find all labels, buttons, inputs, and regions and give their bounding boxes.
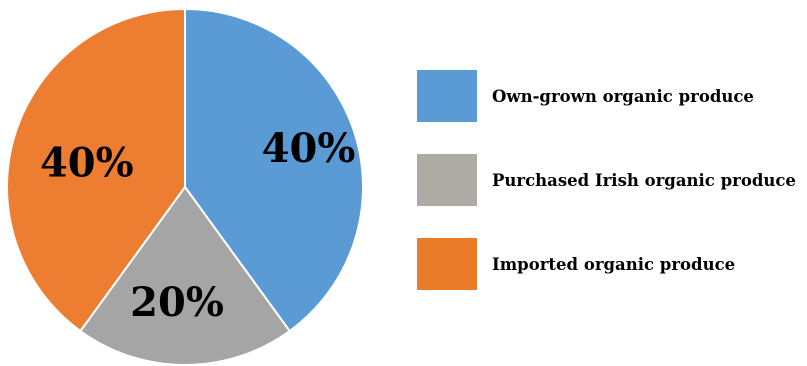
- legend-label-own-grown: Own-grown organic produce: [492, 86, 754, 106]
- legend-label-imported: Imported organic produce: [492, 254, 736, 274]
- data-label-own-grown: 40%: [262, 125, 356, 172]
- legend-swatch-purchased-irish: [417, 154, 477, 206]
- legend-item-imported: Imported organic produce: [417, 238, 735, 290]
- data-label-purchased-irish: 20%: [130, 279, 224, 326]
- pie-slice-labels: 40% 20% 40%: [40, 125, 355, 326]
- legend-item-purchased-irish: Purchased Irish organic produce: [417, 154, 796, 206]
- pie-slice-imported: [6, 7, 186, 333]
- pie-slice-purchased-irish: [78, 185, 292, 366]
- data-label-imported: 40%: [40, 140, 134, 187]
- pie-slice-own-grown: [184, 7, 364, 333]
- legend-swatch-imported: [417, 238, 477, 290]
- legend-label-purchased-irish: Purchased Irish organic produce: [492, 170, 796, 190]
- legend-swatch-own-grown: [417, 70, 477, 122]
- pie-slices: [6, 7, 364, 366]
- legend-item-own-grown: Own-grown organic produce: [417, 70, 754, 122]
